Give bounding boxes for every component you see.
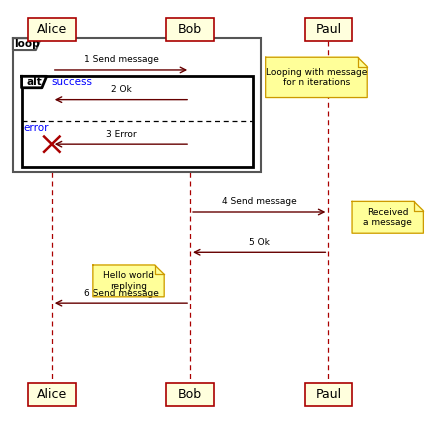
FancyBboxPatch shape [305, 382, 352, 406]
Polygon shape [13, 38, 41, 50]
FancyBboxPatch shape [305, 18, 352, 41]
Text: Hello world
replying: Hello world replying [103, 271, 154, 290]
Text: Paul: Paul [315, 388, 341, 401]
Text: Looping with message
for n iterations: Looping with message for n iterations [266, 68, 367, 87]
Polygon shape [22, 76, 47, 88]
Text: 1 Send message: 1 Send message [83, 56, 159, 64]
Text: success: success [52, 77, 93, 87]
Text: Paul: Paul [315, 23, 341, 36]
Polygon shape [22, 76, 253, 167]
Text: 3 Error: 3 Error [106, 130, 136, 139]
Text: Received
a message: Received a message [363, 208, 412, 227]
Text: 5 Ok: 5 Ok [249, 238, 270, 247]
Text: Alice: Alice [37, 23, 67, 36]
Text: Alice: Alice [37, 388, 67, 401]
Polygon shape [13, 38, 261, 172]
FancyBboxPatch shape [166, 382, 214, 406]
Text: loop: loop [14, 39, 40, 49]
Text: Bob: Bob [178, 388, 202, 401]
Text: 4 Send message: 4 Send message [222, 198, 297, 206]
Text: error: error [23, 123, 48, 134]
Polygon shape [266, 57, 367, 98]
FancyBboxPatch shape [28, 382, 76, 406]
Text: Bob: Bob [178, 23, 202, 36]
FancyBboxPatch shape [28, 18, 76, 41]
Text: 2 Ok: 2 Ok [111, 85, 131, 94]
Text: alt: alt [26, 77, 42, 87]
Polygon shape [352, 201, 423, 233]
Text: 6 Send message: 6 Send message [83, 289, 159, 298]
FancyBboxPatch shape [166, 18, 214, 41]
Polygon shape [93, 265, 164, 297]
